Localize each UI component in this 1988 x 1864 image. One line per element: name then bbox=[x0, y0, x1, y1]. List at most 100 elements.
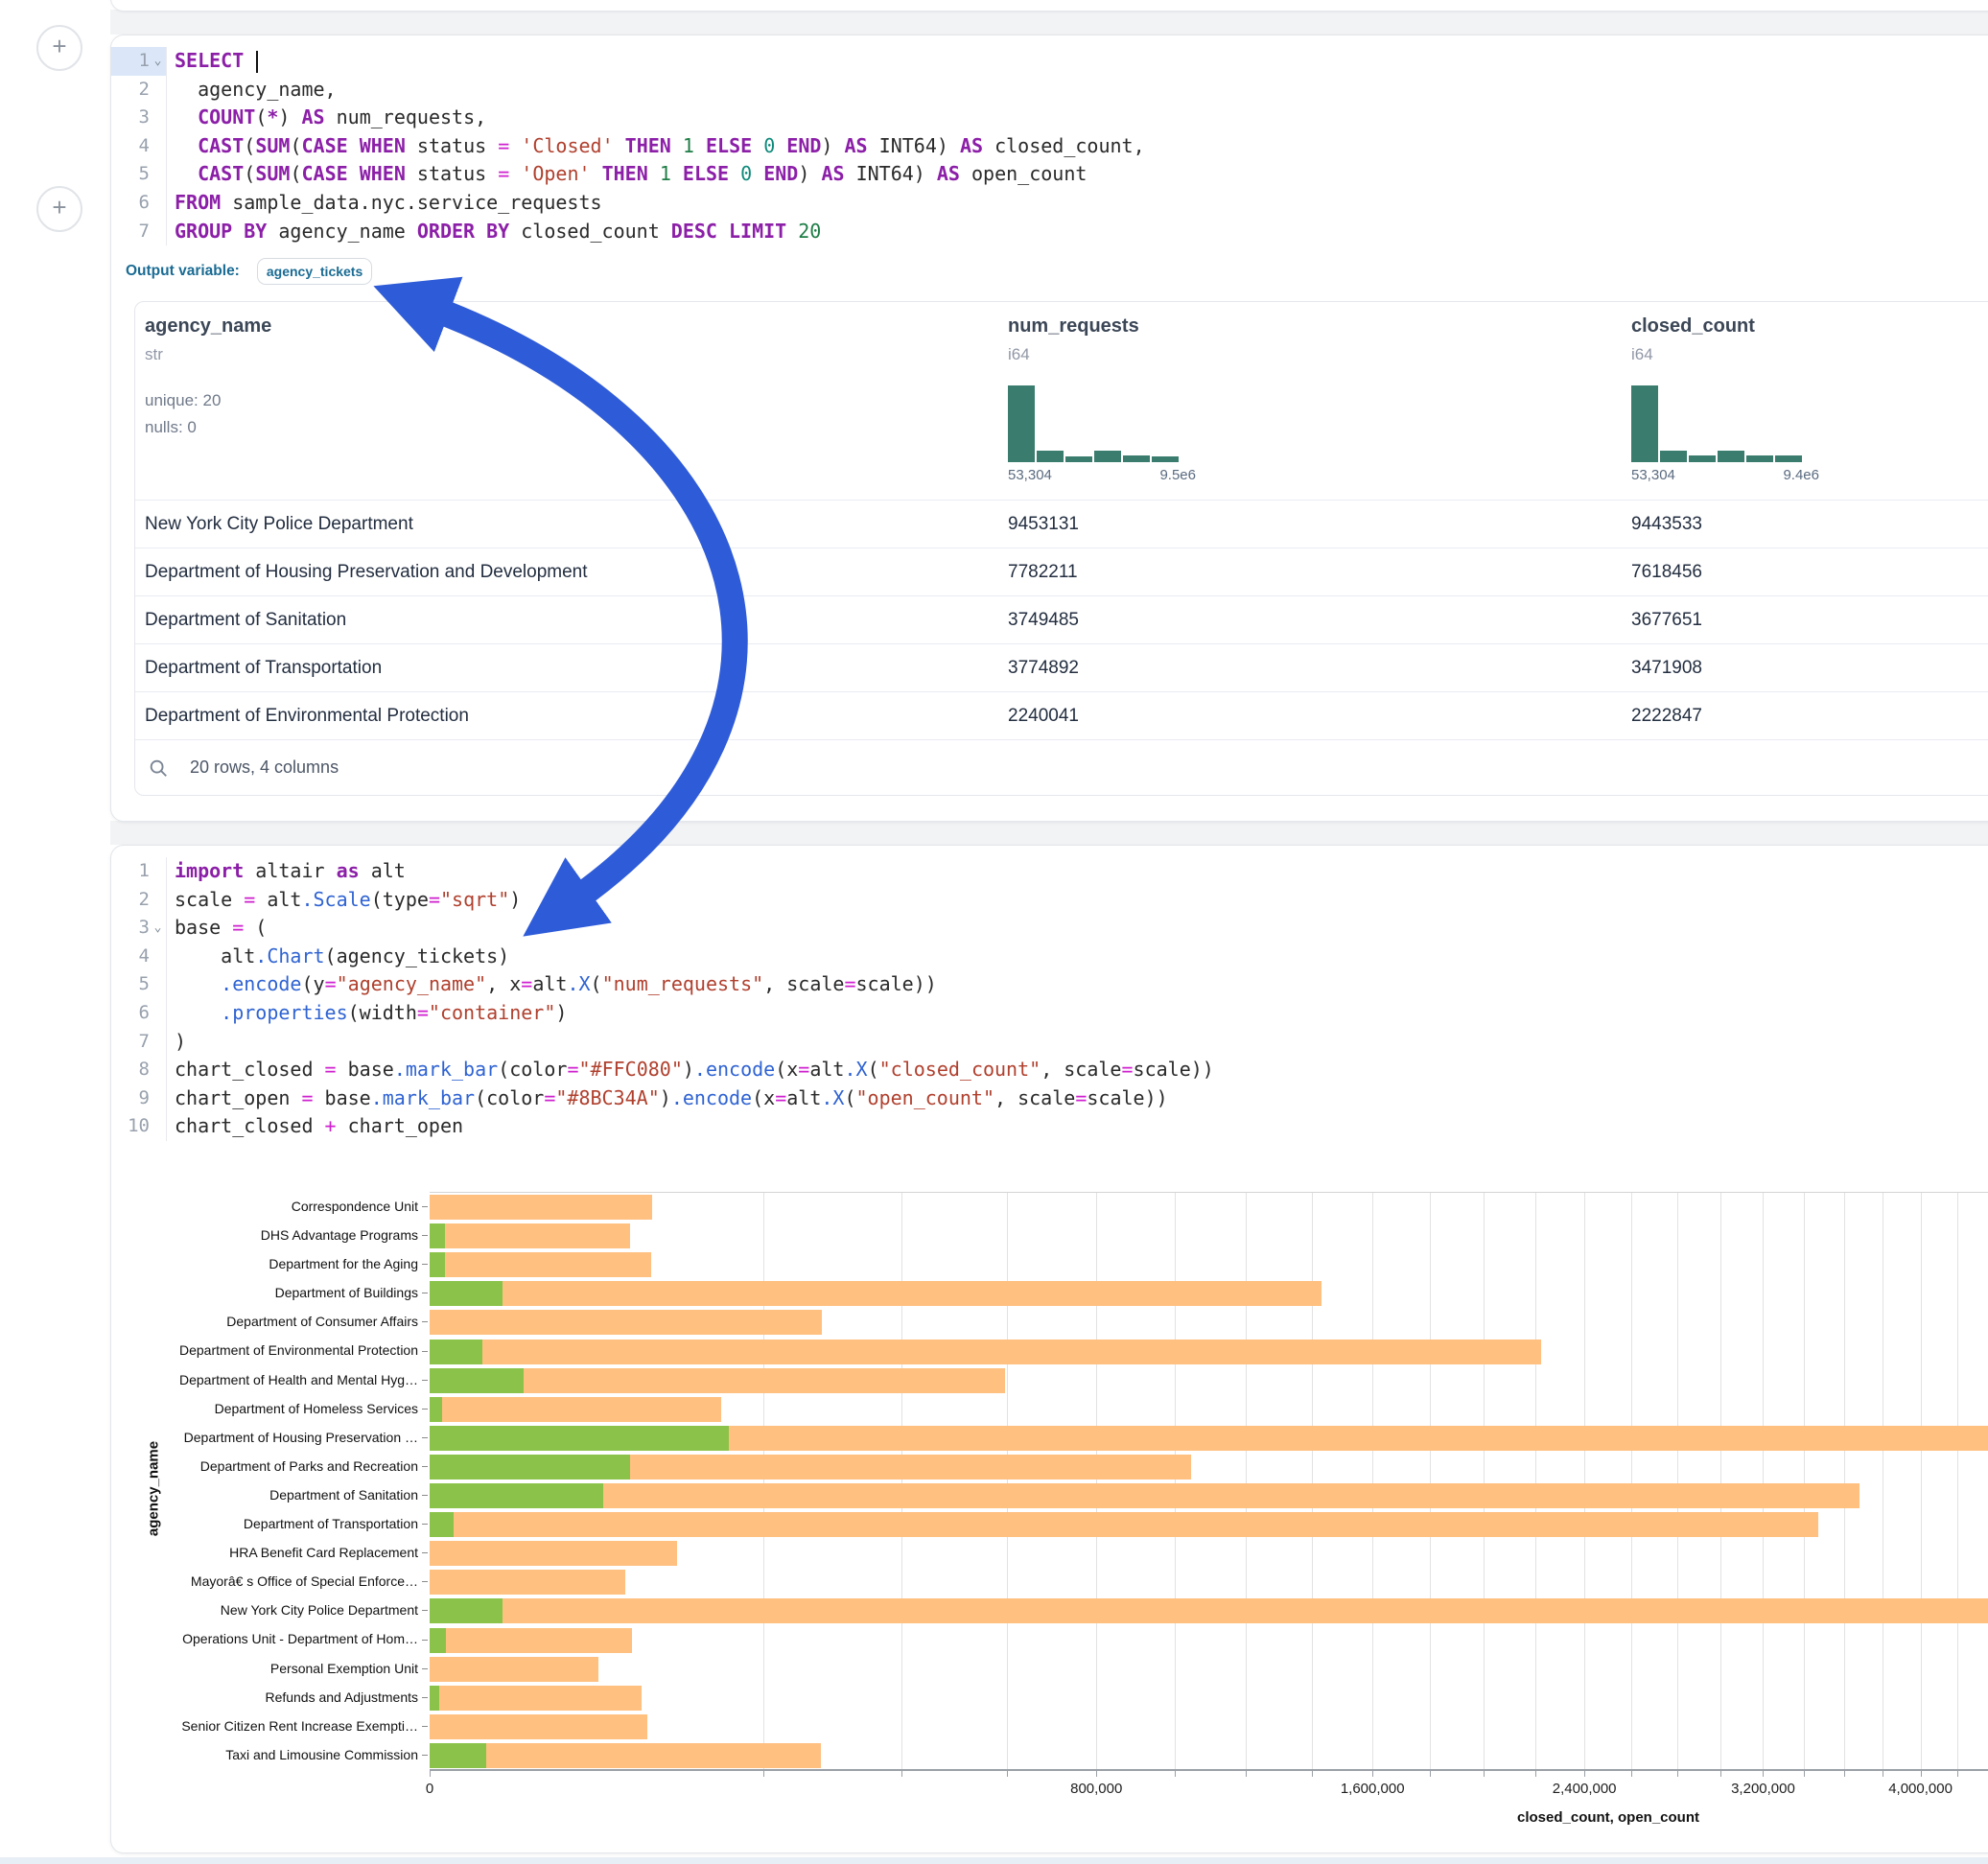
x-axis-tick bbox=[1844, 1771, 1845, 1777]
gridline bbox=[1372, 1193, 1373, 1770]
code-token bbox=[175, 1001, 221, 1024]
y-axis-tick bbox=[422, 1668, 428, 1669]
x-axis-tick bbox=[1957, 1771, 1958, 1777]
code-token: = bbox=[429, 888, 440, 911]
code-token: = bbox=[325, 972, 337, 995]
code-token: (x bbox=[775, 1058, 798, 1081]
gridline bbox=[1844, 1193, 1845, 1770]
python-editor[interactable]: 1import altair as alt2scale = alt.Scale(… bbox=[111, 857, 1988, 1141]
table-cell: 2222847 bbox=[1622, 692, 1988, 739]
line-gutter: 6 bbox=[111, 189, 167, 218]
code-token bbox=[729, 162, 740, 185]
line-gutter: 3⌄ bbox=[111, 914, 167, 943]
column-stat: unique: 20 bbox=[145, 387, 998, 414]
code-token: ( bbox=[290, 134, 301, 157]
code-token: LIMIT bbox=[729, 220, 786, 243]
code-token: .encode bbox=[221, 972, 301, 995]
code-token: .Chart bbox=[255, 944, 324, 967]
table-cell: 7618456 bbox=[1622, 548, 1988, 595]
gridline bbox=[1763, 1193, 1764, 1770]
code-token: .encode bbox=[671, 1086, 752, 1109]
code-line: 5 CAST(SUM(CASE WHEN status = 'Open' THE… bbox=[111, 160, 1988, 189]
code-token: alt bbox=[360, 859, 406, 882]
column-header[interactable]: closed_counti6453,3049.4e6 bbox=[1622, 302, 1988, 500]
bar-open bbox=[430, 1397, 442, 1422]
bar-open bbox=[430, 1340, 482, 1364]
bar-open bbox=[430, 1686, 439, 1711]
code-token: (y bbox=[301, 972, 324, 995]
column-header[interactable]: num_requestsi6453,3049.5e6 bbox=[998, 302, 1622, 500]
code-token: INT64) bbox=[845, 162, 937, 185]
line-number: 4 bbox=[139, 943, 150, 971]
collapse-chevron-icon[interactable]: ⌄ bbox=[150, 47, 166, 76]
code-token: = bbox=[232, 916, 244, 939]
code-token: (width bbox=[348, 1001, 417, 1024]
code-token: base bbox=[175, 916, 232, 939]
y-axis-label: Correspondence Unit bbox=[111, 1192, 418, 1221]
sql-cell: 1⌄SELECT 2 agency_name,3 COUNT(*) AS num… bbox=[110, 35, 1988, 822]
x-axis-tick bbox=[1372, 1771, 1373, 1777]
code-token: ( bbox=[244, 134, 255, 157]
code-token bbox=[752, 162, 763, 185]
code-token: 0 bbox=[763, 134, 775, 157]
code-token: scale)) bbox=[856, 972, 937, 995]
y-axis-label: Refunds and Adjustments bbox=[111, 1683, 418, 1712]
line-gutter: 5 bbox=[111, 970, 167, 999]
code-token bbox=[175, 105, 198, 128]
code-line: 10chart_closed + chart_open bbox=[111, 1112, 1988, 1141]
output-variable-pill[interactable]: agency_tickets bbox=[257, 258, 372, 285]
code-token: "container" bbox=[429, 1001, 555, 1024]
code-token: AS bbox=[960, 134, 983, 157]
code-token: ( bbox=[844, 1086, 855, 1109]
y-axis-tick bbox=[422, 1640, 428, 1641]
table-cell: 7782211 bbox=[998, 548, 1622, 595]
gridline bbox=[1804, 1193, 1805, 1770]
column-name: num_requests bbox=[1008, 315, 1622, 338]
result-table: agency_namestrunique: 20nulls: 0 num_requ… bbox=[134, 301, 1988, 796]
y-axis-tick bbox=[422, 1726, 428, 1727]
y-axis-tick bbox=[422, 1466, 428, 1467]
code-token: "agency_name" bbox=[337, 972, 487, 995]
code-token: (agency_tickets) bbox=[325, 944, 510, 967]
sql-editor[interactable]: 1⌄SELECT 2 agency_name,3 COUNT(*) AS num… bbox=[111, 47, 1988, 245]
table-footer: 20 rows, 4 columns bbox=[135, 739, 1988, 795]
code-token: = bbox=[498, 134, 509, 157]
line-gutter: 1 bbox=[111, 857, 167, 886]
bar-closed bbox=[430, 1657, 598, 1682]
code-token: 1 bbox=[660, 162, 671, 185]
y-axis-label: Department of Health and Mental Hyg… bbox=[111, 1365, 418, 1394]
code-token bbox=[671, 162, 683, 185]
bar-closed bbox=[430, 1714, 647, 1739]
bar-open bbox=[430, 1252, 445, 1277]
bar-open bbox=[430, 1743, 486, 1768]
code-text: import altair as alt bbox=[167, 857, 406, 886]
code-token: , scale bbox=[763, 972, 844, 995]
code-token: ) bbox=[555, 1001, 567, 1024]
search-icon[interactable] bbox=[148, 757, 169, 779]
code-token: ) bbox=[278, 105, 301, 128]
column-header[interactable]: agency_namestrunique: 20nulls: 0 bbox=[135, 302, 998, 500]
code-token: CASE bbox=[301, 134, 347, 157]
bar-open bbox=[430, 1598, 503, 1623]
cell-gap bbox=[110, 821, 1988, 845]
add-cell-button[interactable]: + bbox=[36, 25, 82, 71]
code-token: 'Closed' bbox=[521, 134, 613, 157]
code-token bbox=[348, 162, 360, 185]
code-token: 20 bbox=[798, 220, 821, 243]
histogram-bar bbox=[1775, 455, 1802, 462]
bar-closed bbox=[430, 1397, 721, 1422]
line-gutter: 7 bbox=[111, 1028, 167, 1057]
gridline bbox=[1430, 1193, 1431, 1770]
add-cell-button[interactable]: + bbox=[36, 186, 82, 232]
code-token: ) bbox=[660, 1086, 671, 1109]
code-token bbox=[752, 134, 763, 157]
code-token bbox=[648, 162, 660, 185]
column-type: i64 bbox=[1008, 345, 1622, 364]
histogram-max-label: 9.5e6 bbox=[1159, 467, 1196, 483]
code-token: 0 bbox=[740, 162, 752, 185]
chart-plot-area bbox=[430, 1192, 1988, 1770]
code-token: scale bbox=[175, 888, 244, 911]
code-token: = bbox=[775, 1086, 786, 1109]
collapse-chevron-icon[interactable]: ⌄ bbox=[150, 914, 166, 943]
table-row: New York City Police Department945313194… bbox=[135, 500, 1988, 548]
